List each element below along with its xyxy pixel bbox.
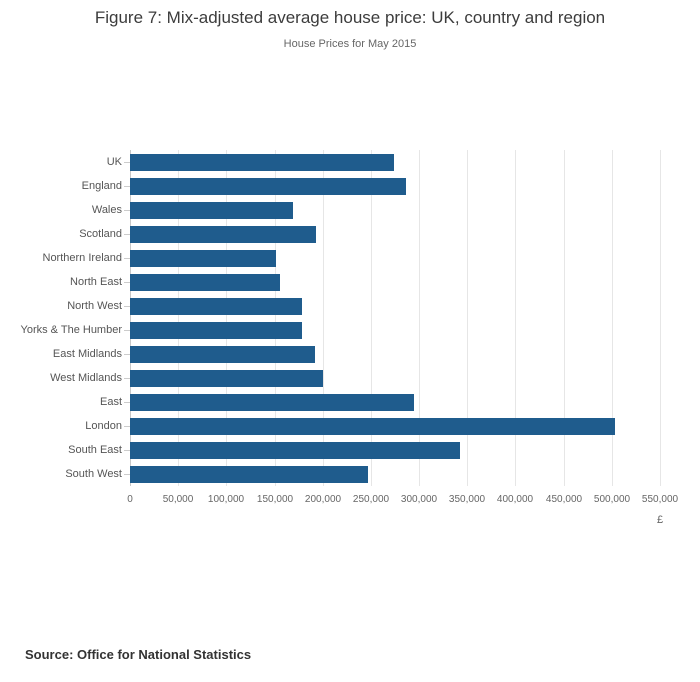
chart-subtitle: House Prices for May 2015 (283, 38, 417, 50)
bar-north-east (130, 273, 280, 291)
bar-northern-ireland (130, 249, 276, 267)
bar-uk (130, 153, 394, 171)
bar-west-midlands (130, 369, 323, 387)
category-label: South East (68, 443, 122, 456)
x-tick-label: 250,000 (352, 494, 390, 505)
category-label: East Midlands (52, 347, 122, 360)
x-tick-label: 200,000 (304, 494, 342, 505)
y-axis-tick (124, 474, 130, 475)
x-tick-label: 50,000 (162, 494, 194, 505)
bar-london (130, 417, 615, 435)
gridline (419, 150, 420, 486)
x-tick-label: 0 (127, 494, 133, 505)
chart-title: Figure 7: Mix-adjusted average house pri… (94, 8, 606, 27)
category-label: Yorks & The Humber (20, 323, 123, 336)
plot-area (130, 150, 661, 486)
x-tick-label: 550,000 (641, 494, 679, 505)
y-axis-tick (124, 306, 130, 307)
category-label: East (99, 395, 122, 408)
y-axis-tick (124, 402, 130, 403)
category-label: London (85, 419, 122, 432)
y-axis-tick (124, 162, 130, 163)
y-axis-line (130, 150, 131, 486)
category-label: South West (65, 467, 122, 480)
y-axis-tick (124, 378, 130, 379)
source-text: Source: Office for National Statistics (25, 647, 252, 662)
x-tick-label: 500,000 (593, 494, 631, 505)
bar-south-west (130, 465, 368, 483)
bar-north-west (130, 297, 302, 315)
y-axis-tick (124, 234, 130, 235)
y-axis-tick (124, 258, 130, 259)
x-tick-label: 100,000 (207, 494, 245, 505)
bar-england (130, 177, 406, 195)
gridline (515, 150, 516, 486)
category-label: Northern Ireland (42, 251, 123, 264)
category-label: UK (106, 155, 122, 168)
y-axis-tick (124, 354, 130, 355)
category-label: North West (67, 299, 122, 312)
gridline (323, 150, 324, 486)
bar-wales (130, 201, 293, 219)
gridline (178, 150, 179, 486)
x-tick-label: 300,000 (400, 494, 438, 505)
category-label: West Midlands (50, 371, 122, 384)
gridline (612, 150, 613, 486)
x-axis-unit-label: £ (656, 514, 664, 526)
y-axis-tick (124, 282, 130, 283)
gridline (371, 150, 372, 486)
category-label: Wales (91, 203, 122, 216)
y-axis-tick (124, 330, 130, 331)
y-axis-tick (124, 426, 130, 427)
category-label: England (81, 179, 122, 192)
gridline (564, 150, 565, 486)
x-tick-label: 350,000 (448, 494, 486, 505)
x-tick-label: 450,000 (545, 494, 583, 505)
gridline (467, 150, 468, 486)
y-axis-labels: UK England Wales Scotland Northern Ireland No… (0, 150, 123, 486)
bar-south-east (130, 441, 460, 459)
bar-yorks-the-humber (130, 321, 302, 339)
x-axis-labels: 0 50,000 100,000 150,000 200,000 250,000 300,0… (127, 494, 678, 508)
bar-east (130, 393, 414, 411)
category-label: Scotland (79, 227, 122, 240)
category-label: North East (70, 275, 122, 288)
y-axis-tick (124, 186, 130, 187)
gridline (226, 150, 227, 486)
gridline (660, 150, 661, 486)
x-tick-label: 400,000 (496, 494, 534, 505)
bar-scotland (130, 225, 316, 243)
gridline (275, 150, 276, 486)
bar-east-midlands (130, 345, 315, 363)
y-axis-tick (124, 450, 130, 451)
x-tick-label: 150,000 (256, 494, 294, 505)
y-axis-tick (124, 210, 130, 211)
